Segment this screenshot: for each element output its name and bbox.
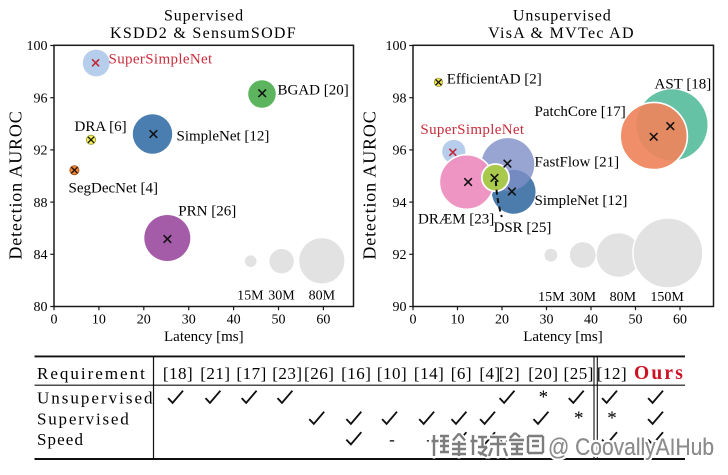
svg-text:*: * bbox=[539, 387, 549, 408]
svg-text:30: 30 bbox=[540, 313, 554, 328]
svg-text:FastFlow [21]: FastFlow [21] bbox=[535, 155, 620, 171]
svg-text:PatchCore [17]: PatchCore [17] bbox=[535, 104, 626, 120]
svg-text:DSR [25]: DSR [25] bbox=[494, 220, 552, 236]
svg-text:60: 60 bbox=[316, 313, 330, 328]
svg-text:[17]: [17] bbox=[236, 364, 266, 383]
svg-text:40: 40 bbox=[227, 313, 241, 328]
svg-text:-: - bbox=[389, 430, 395, 449]
svg-text:[26]: [26] bbox=[304, 364, 334, 383]
svg-text:-: - bbox=[426, 430, 432, 449]
svg-text:10: 10 bbox=[92, 313, 106, 328]
svg-text:SuperSimpleNet: SuperSimpleNet bbox=[420, 122, 525, 138]
svg-text:80M: 80M bbox=[309, 289, 336, 304]
svg-text:96: 96 bbox=[393, 144, 407, 159]
svg-text:SimpleNet [12]: SimpleNet [12] bbox=[535, 193, 628, 209]
svg-text:Unsupervised: Unsupervised bbox=[513, 8, 612, 25]
svg-text:92: 92 bbox=[34, 144, 48, 159]
svg-text:SimpleNet [12]: SimpleNet [12] bbox=[177, 129, 270, 145]
svg-text:0: 0 bbox=[51, 313, 58, 328]
svg-text:Detection AUROC: Detection AUROC bbox=[360, 110, 380, 259]
svg-text:Ours: Ours bbox=[634, 363, 685, 384]
svg-text:0: 0 bbox=[410, 313, 417, 328]
svg-text:KSDD2 & SensumSODF: KSDD2 & SensumSODF bbox=[110, 25, 297, 42]
svg-text:BGAD [20]: BGAD [20] bbox=[278, 82, 349, 98]
svg-text:[10]: [10] bbox=[377, 364, 407, 383]
svg-text:[20]: [20] bbox=[528, 364, 558, 383]
svg-text:@ CoovallyAIHub: @ CoovallyAIHub bbox=[548, 434, 714, 461]
svg-text:10: 10 bbox=[451, 313, 465, 328]
svg-text:[23]: [23] bbox=[272, 364, 302, 383]
svg-text:[18]: [18] bbox=[163, 364, 193, 383]
svg-text:SuperSimpleNet: SuperSimpleNet bbox=[109, 52, 214, 68]
svg-text:80: 80 bbox=[34, 300, 48, 315]
svg-text:[25]: [25] bbox=[564, 364, 594, 383]
svg-text:100: 100 bbox=[386, 39, 407, 54]
svg-text:Speed: Speed bbox=[37, 430, 84, 449]
svg-text:*: * bbox=[607, 408, 617, 429]
svg-text:[21]: [21] bbox=[200, 364, 230, 383]
svg-text:PRN [26]: PRN [26] bbox=[178, 204, 236, 220]
svg-text:@ CoovallyAIHub: @ CoovallyAIHub bbox=[548, 434, 714, 461]
svg-text:SegDecNet [4]: SegDecNet [4] bbox=[69, 180, 159, 196]
svg-text:[14]: [14] bbox=[414, 364, 444, 383]
svg-text:Supervised: Supervised bbox=[37, 410, 131, 429]
svg-text:Unsupervised: Unsupervised bbox=[37, 389, 154, 408]
svg-text:VisA & MVTec AD: VisA & MVTec AD bbox=[488, 25, 635, 42]
svg-text:30M: 30M bbox=[268, 289, 295, 304]
svg-text:[2]: [2] bbox=[499, 364, 520, 383]
svg-text:50: 50 bbox=[272, 313, 286, 328]
svg-text:Supervised: Supervised bbox=[164, 8, 244, 25]
svg-text:Latency [ms]: Latency [ms] bbox=[164, 329, 244, 345]
svg-text:30: 30 bbox=[182, 313, 196, 328]
svg-text:*: * bbox=[574, 408, 584, 429]
svg-text:92: 92 bbox=[393, 248, 407, 263]
svg-text:[4]: [4] bbox=[479, 364, 500, 383]
svg-text:[16]: [16] bbox=[341, 364, 371, 383]
svg-text:94: 94 bbox=[393, 196, 407, 211]
svg-text:Latency [ms]: Latency [ms] bbox=[523, 329, 603, 345]
svg-text:96: 96 bbox=[34, 91, 48, 106]
svg-text:20: 20 bbox=[137, 313, 151, 328]
svg-text:[6]: [6] bbox=[451, 364, 472, 383]
svg-text:40: 40 bbox=[584, 313, 598, 328]
svg-text:DRA [6]: DRA [6] bbox=[75, 119, 127, 135]
svg-text:Detection AUROC: Detection AUROC bbox=[6, 110, 26, 259]
svg-text:AST [18]: AST [18] bbox=[655, 76, 712, 92]
svg-text:15M: 15M bbox=[538, 290, 565, 305]
svg-text:20: 20 bbox=[495, 313, 509, 328]
svg-text:88: 88 bbox=[34, 196, 48, 211]
svg-text:[12]: [12] bbox=[597, 364, 627, 383]
svg-text:100: 100 bbox=[27, 39, 48, 54]
svg-text:EfficientAD [2]: EfficientAD [2] bbox=[447, 71, 542, 87]
svg-text:15M: 15M bbox=[237, 289, 264, 304]
svg-text:Requirement: Requirement bbox=[37, 364, 147, 383]
svg-text:30M: 30M bbox=[570, 290, 597, 305]
svg-text:50: 50 bbox=[629, 313, 643, 328]
svg-text:98: 98 bbox=[393, 91, 407, 106]
svg-text:90: 90 bbox=[393, 300, 407, 315]
svg-text:60: 60 bbox=[673, 313, 687, 328]
svg-text:150M: 150M bbox=[650, 290, 684, 305]
svg-text:80M: 80M bbox=[610, 290, 637, 305]
svg-text:84: 84 bbox=[34, 248, 48, 263]
svg-text:DRÆM [23]: DRÆM [23] bbox=[418, 212, 494, 228]
